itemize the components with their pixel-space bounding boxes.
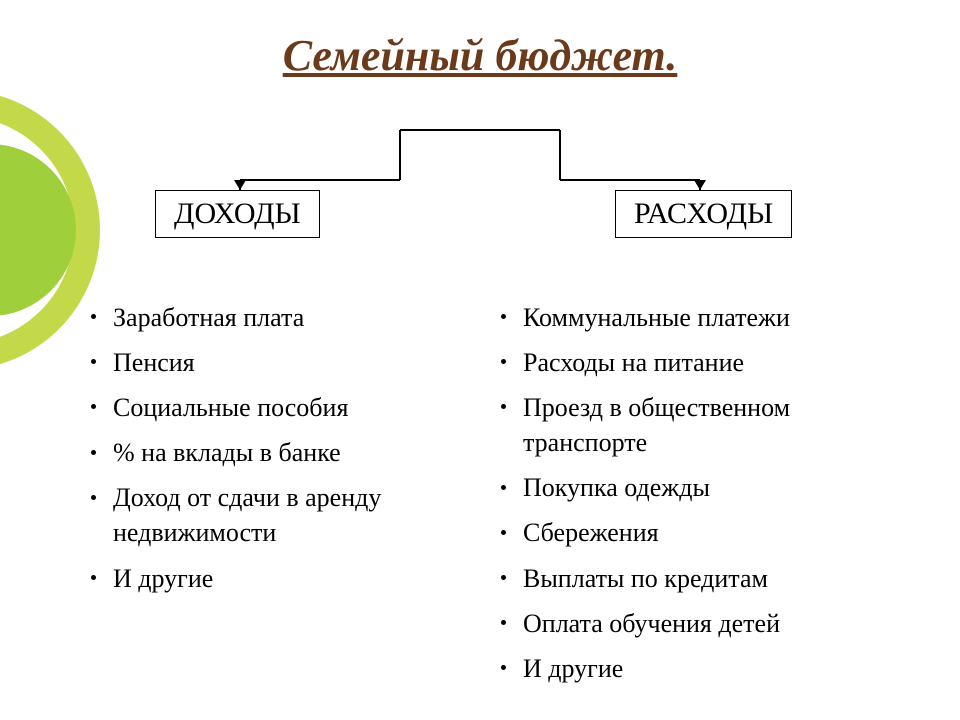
list-item: Оплата обучения детей bbox=[495, 606, 915, 641]
list-item: % на вклады в банке bbox=[85, 435, 465, 470]
list-item: Сбережения bbox=[495, 515, 915, 550]
list-item: Пенсия bbox=[85, 345, 465, 380]
list-item: Покупка одежды bbox=[495, 470, 915, 505]
list-item: Проезд в общественном транспорте bbox=[495, 390, 915, 460]
list-item: Расходы на питание bbox=[495, 345, 915, 380]
list-item: И другие bbox=[85, 561, 465, 596]
income-box: ДОХОДЫ bbox=[155, 190, 320, 238]
list-item: Доход от сдачи в аренду недвижимости bbox=[85, 480, 465, 550]
income-box-label: ДОХОДЫ bbox=[174, 197, 301, 230]
list-item: И другие bbox=[495, 651, 915, 686]
expense-box: РАСХОДЫ bbox=[615, 190, 792, 238]
income-list: Заработная плата Пенсия Социальные пособия… bbox=[85, 300, 465, 606]
list-item: Выплаты по кредитам bbox=[495, 561, 915, 596]
split-connector bbox=[0, 0, 960, 300]
expense-list: Коммунальные платежи Расходы на питание Пр… bbox=[495, 300, 915, 696]
list-item: Заработная плата bbox=[85, 300, 465, 335]
list-item: Коммунальные платежи bbox=[495, 300, 915, 335]
expense-box-label: РАСХОДЫ bbox=[634, 197, 773, 230]
list-item: Социальные пособия bbox=[85, 390, 465, 425]
